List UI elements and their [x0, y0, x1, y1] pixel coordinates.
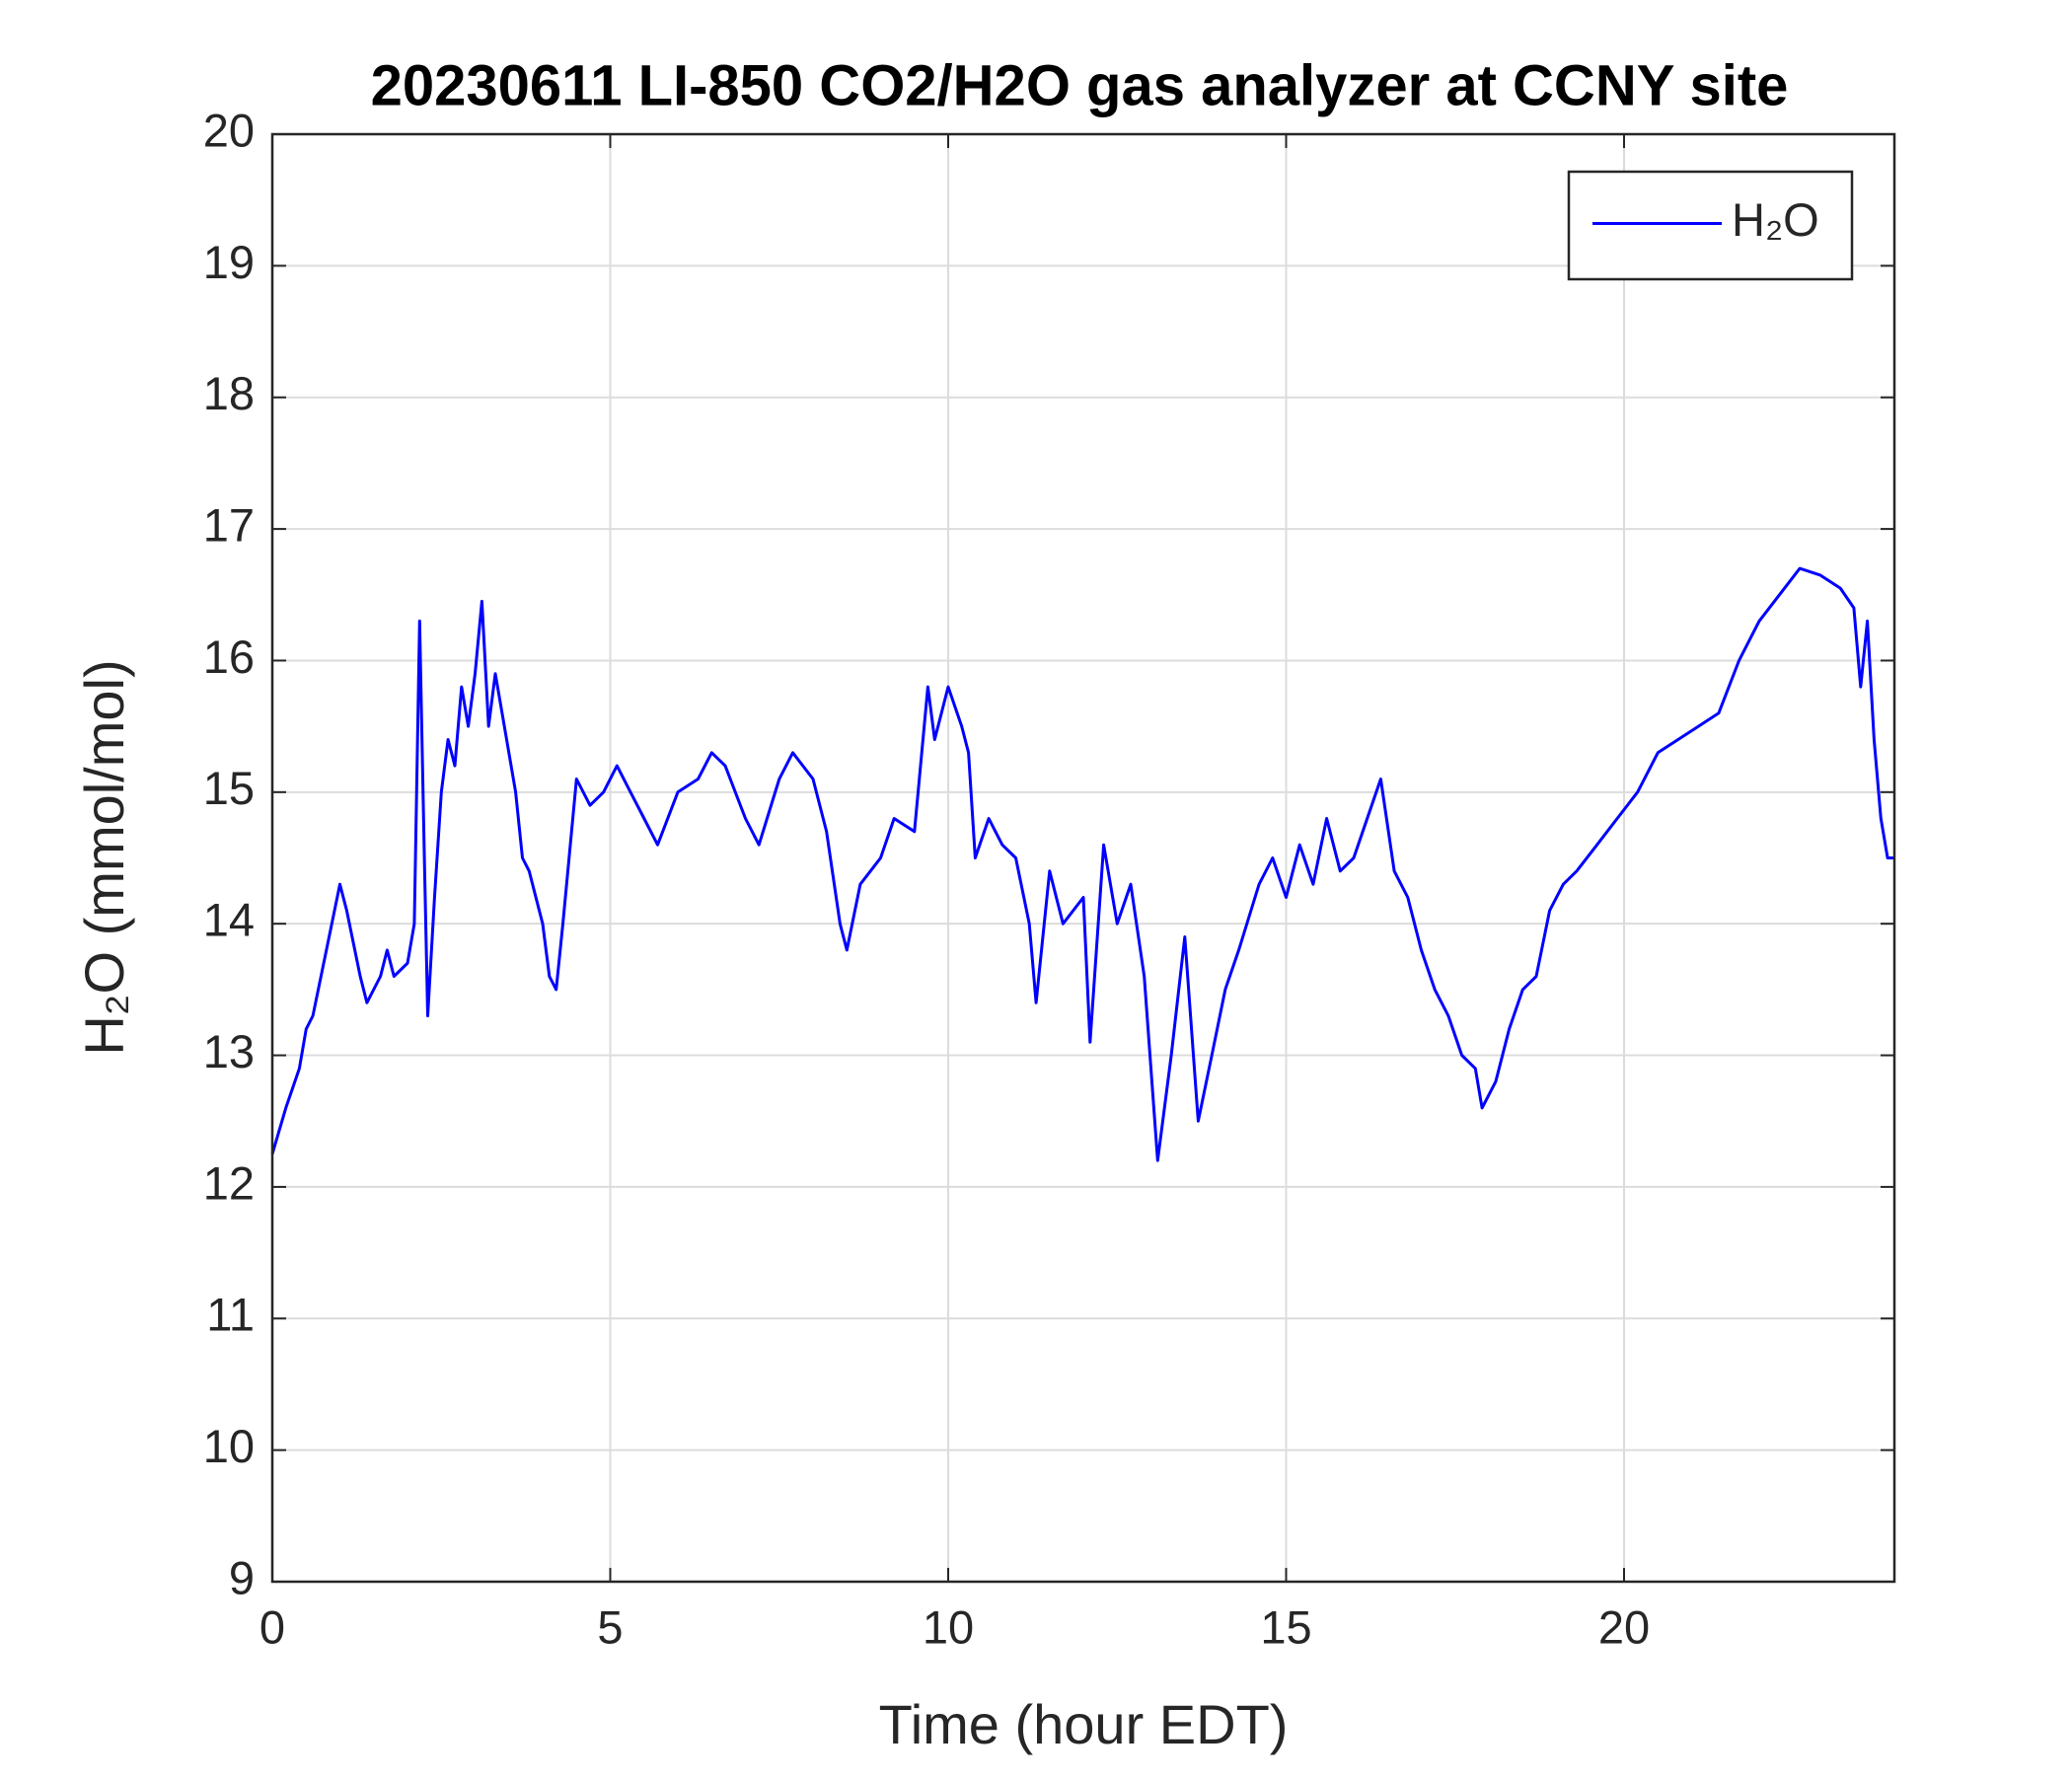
x-tick-label: 0 — [259, 1600, 285, 1653]
y-tick-label: 15 — [203, 762, 255, 814]
axes-box — [270, 132, 1896, 1584]
y-tick-label: 20 — [203, 104, 255, 156]
x-tick-label: 20 — [1598, 1600, 1650, 1653]
y-tick-label: 9 — [229, 1551, 255, 1603]
y-tick-label: 17 — [203, 499, 255, 552]
y-tick-label: 18 — [203, 367, 255, 419]
legend-box — [1567, 170, 1854, 281]
chart-title: 20230611 LI-850 CO2/H2O gas analyzer at … — [371, 53, 1789, 117]
legend-label: H₂O — [1732, 193, 1819, 246]
x-tick-label: 15 — [1260, 1600, 1311, 1653]
y-axis-label: H₂O (mmol/mol) — [73, 659, 135, 1055]
y-tick-label: 12 — [203, 1156, 255, 1209]
y-tick-label: 19 — [203, 236, 255, 288]
y-tick-label: 13 — [203, 1025, 255, 1077]
x-tick-label: 5 — [597, 1600, 623, 1653]
y-tick-label: 14 — [203, 894, 255, 946]
y-tick-label: 10 — [203, 1420, 255, 1472]
y-tick-label: 11 — [206, 1289, 255, 1341]
x-axis-label: Time (hour EDT) — [879, 1693, 1289, 1755]
x-tick-label: 10 — [923, 1600, 974, 1653]
data-line — [270, 566, 1894, 1162]
y-tick-label: 16 — [203, 631, 255, 683]
